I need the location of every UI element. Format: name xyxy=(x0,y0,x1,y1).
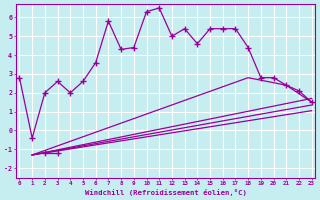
X-axis label: Windchill (Refroidissement éolien,°C): Windchill (Refroidissement éolien,°C) xyxy=(84,189,246,196)
